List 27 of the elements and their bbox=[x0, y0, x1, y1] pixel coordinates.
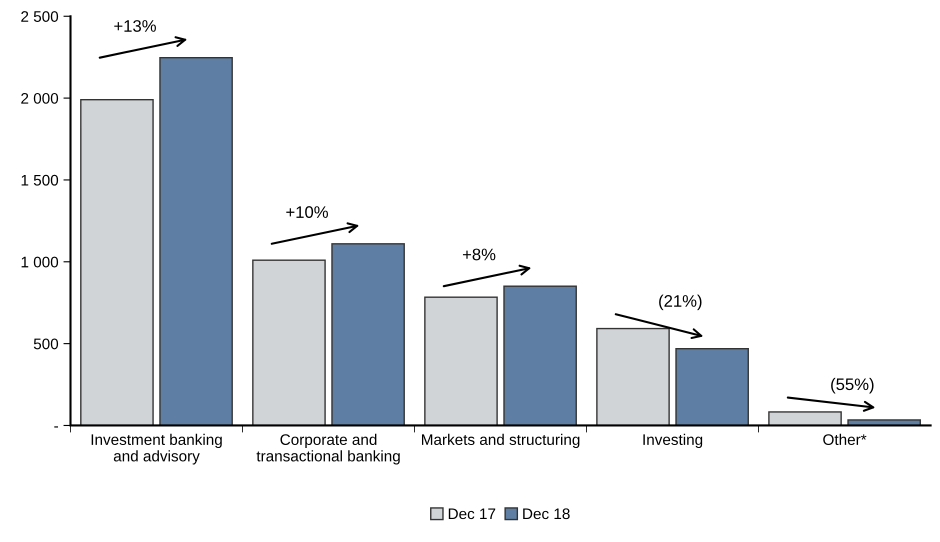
x-tick-label: Corporate and transactional banking bbox=[256, 434, 400, 464]
bar bbox=[252, 259, 326, 426]
bar bbox=[596, 328, 670, 426]
annotation: +8% bbox=[462, 248, 496, 260]
y-tick-label: 2 500 bbox=[21, 11, 58, 22]
x-tick-label: Investment banking and advisory bbox=[92, 434, 222, 464]
bar bbox=[424, 296, 498, 426]
bar bbox=[331, 243, 405, 426]
y-tick-label: 1 000 bbox=[22, 256, 58, 268]
y-tick-label: 500 bbox=[34, 338, 58, 350]
x-tick-label: Investing bbox=[643, 434, 702, 448]
bar bbox=[80, 99, 154, 426]
x-tick-label: Markets and structuring bbox=[422, 434, 580, 448]
y-tick-label: - bbox=[54, 426, 58, 428]
y-tick-label: 2 000 bbox=[21, 92, 58, 104]
bar bbox=[675, 348, 749, 426]
annotation: +13% bbox=[114, 20, 156, 32]
x-tick-label: Other* bbox=[823, 434, 866, 446]
y-tick-label: 1 500 bbox=[22, 174, 58, 186]
annotation: (55%) bbox=[831, 378, 874, 394]
legend-label: Dec 18 bbox=[523, 508, 570, 520]
bar bbox=[503, 285, 577, 426]
bar bbox=[768, 411, 842, 426]
bar bbox=[159, 56, 233, 426]
annotation: (21%) bbox=[659, 294, 702, 310]
annotation: +10% bbox=[286, 206, 328, 218]
legend-label: Dec 17 bbox=[448, 508, 496, 520]
